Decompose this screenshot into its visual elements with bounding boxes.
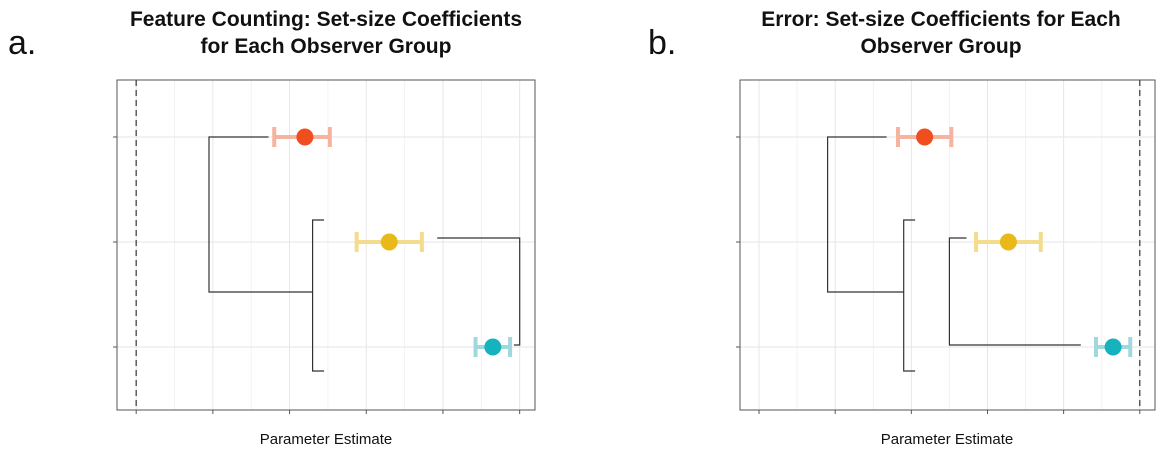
panel-a-y-ticks — [113, 136, 117, 348]
panel-a-x-axis-label: Parameter Estimate — [260, 431, 393, 448]
panel-a-letter: a. — [8, 24, 36, 62]
panel-b-point-estimate — [999, 233, 1017, 251]
panel-b: b. Error: Set-size Coefficients for Each… — [648, 8, 1156, 448]
panel-b-title-line-1: Error: Set-size Coefficients for Each — [761, 8, 1120, 31]
panel-a-title-line-1: Feature Counting: Set-size Coefficients — [130, 8, 522, 31]
panel-a: a. Feature Counting: Set-size Coefficien… — [8, 8, 536, 448]
panel-a-point-group-strabismus — [272, 127, 332, 147]
panel-b-point-group-anisometropia — [974, 232, 1043, 252]
panel-b-y-ticks — [736, 136, 740, 348]
panel-a-point-estimate — [484, 338, 502, 356]
panel-b-marks — [827, 80, 1141, 410]
panel-a-point-estimate — [296, 128, 314, 146]
panel-b-letter: b. — [648, 24, 676, 62]
panel-a-significance-bracket — [312, 219, 325, 372]
panel-a-x-ticks — [135, 410, 521, 414]
panel-b-x-ticks — [758, 410, 1141, 414]
panel-a-marks — [135, 80, 521, 410]
panel-b-x-axis-label: Parameter Estimate — [881, 431, 1014, 448]
panel-b-significance-bracket — [827, 136, 904, 293]
panel-b-point-group-normal — [1093, 337, 1133, 357]
panel-a-point-group-normal — [473, 337, 513, 357]
panel-b-grid — [740, 80, 1155, 410]
panel-b-significance-bracket — [903, 219, 916, 372]
panel-a-grid — [117, 80, 535, 410]
panel-b-point-estimate — [1104, 338, 1122, 356]
panel-b-point-estimate — [916, 128, 934, 146]
panel-b-title-line-2: Observer Group — [860, 35, 1021, 58]
panel-a-significance-bracket — [208, 136, 313, 293]
panel-a-point-group-anisometropia — [354, 232, 424, 252]
panel-b-significance-bracket — [948, 237, 1081, 346]
panel-b-frame — [739, 79, 1156, 411]
panel-a-title-line-2: for Each Observer Group — [201, 35, 452, 58]
panel-a-frame — [116, 79, 536, 411]
panel-a-point-estimate — [380, 233, 398, 251]
panel-a-significance-bracket — [437, 237, 521, 346]
panel-b-point-group-strabismus — [896, 127, 954, 147]
